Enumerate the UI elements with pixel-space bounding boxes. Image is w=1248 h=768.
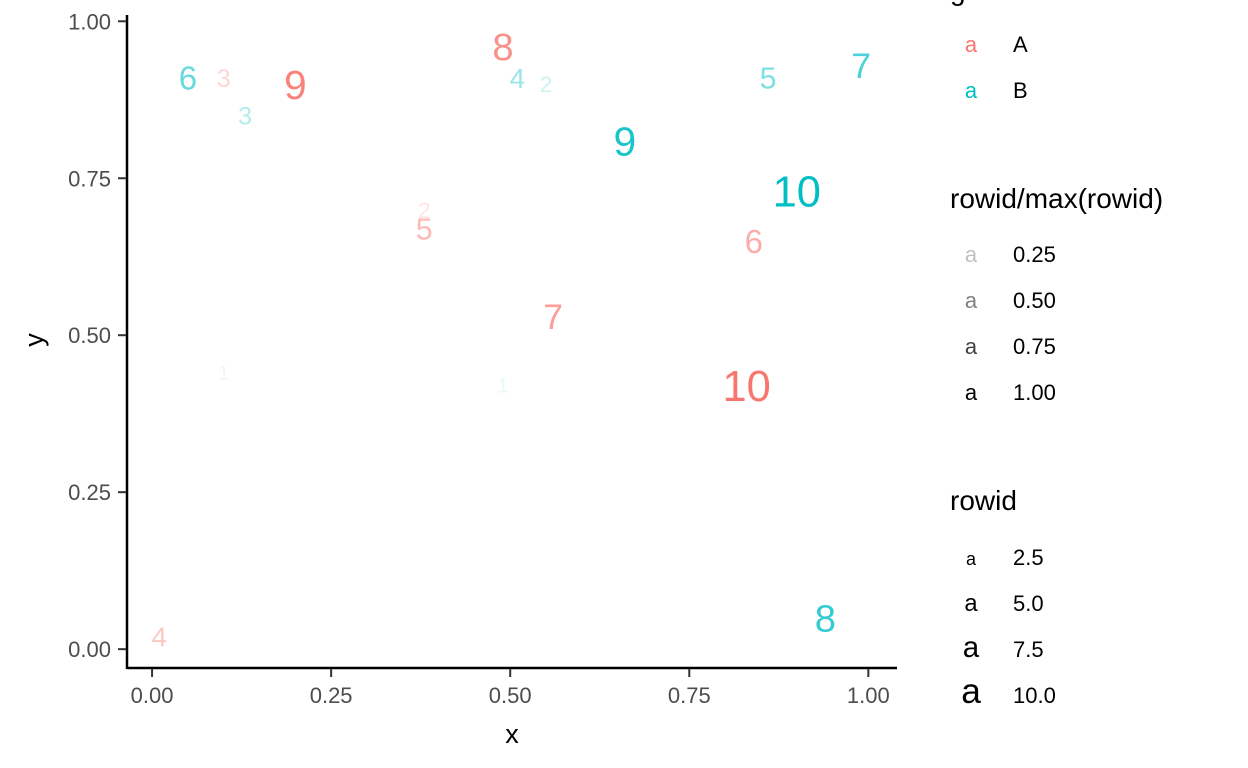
- data-point-label: 3: [238, 103, 252, 131]
- y-ticks: 0.00 0.25 0.50 0.75 1.00: [68, 9, 126, 662]
- data-point-label: 8: [492, 26, 513, 69]
- data-point-label: 8: [815, 598, 836, 641]
- data-point-label: 3: [217, 65, 231, 93]
- data-point-label: 7: [851, 46, 871, 86]
- data-point-label: 6: [179, 60, 197, 97]
- legend-key: a: [961, 672, 981, 711]
- legend-colour: g a Aa B: [950, 0, 1028, 103]
- legend-entry-label: 0.75: [1013, 334, 1056, 359]
- data-point-label: 5: [416, 212, 433, 246]
- data-point-label: 6: [745, 223, 763, 260]
- legend-alpha: rowid/max(rowid) a 0.25 a 0.50 a 0.75 a 1.00: [950, 183, 1163, 405]
- data-point-label: 4: [151, 622, 166, 653]
- legend-entry-label: 5.0: [1013, 591, 1044, 616]
- legend-key: a: [965, 380, 978, 405]
- y-tick-label: 0.25: [68, 480, 111, 505]
- legend-entry-label: 10.0: [1013, 683, 1056, 708]
- data-point-label: 1: [218, 363, 229, 385]
- legend-size: rowid a 2.5 a 5.0 a 7.5 a 10.0: [950, 485, 1056, 711]
- data-point-label: 10: [722, 363, 770, 411]
- legend-entry-label: A: [1013, 32, 1028, 57]
- legend-title: g: [950, 0, 966, 6]
- legend-key: a: [964, 590, 978, 617]
- legend-key: a: [965, 334, 978, 359]
- axes-layer: 0.00 0.25 0.50 0.75 1.00 0.00 0.25 0.50 0.75 1.0…: [19, 9, 897, 749]
- x-tick-label: 0.50: [489, 683, 532, 708]
- legend-key: a: [965, 242, 978, 267]
- legend-key: a: [966, 549, 977, 569]
- data-point-label: 7: [543, 297, 563, 337]
- legend-key: a: [965, 32, 978, 57]
- legend-entry-label: 2.5: [1013, 545, 1044, 570]
- legend-entry-label: 0.25: [1013, 242, 1056, 267]
- data-point-label: 9: [613, 118, 636, 164]
- legend-title: rowid: [950, 485, 1017, 516]
- data-point-label: 4: [510, 63, 525, 94]
- data-point-label: 10: [773, 168, 821, 216]
- legend-entry-label: 0.50: [1013, 288, 1056, 313]
- data-point-label: 9: [284, 62, 307, 108]
- x-tick-label: 0.25: [310, 683, 353, 708]
- data-point-label: 1: [497, 376, 508, 398]
- x-ticks: 0.00 0.25 0.50 0.75 1.00: [131, 669, 890, 708]
- x-axis-title: x: [505, 719, 519, 749]
- y-tick-label: 0.75: [68, 166, 111, 191]
- points-layer: 1 2 3 4 5 6 7 8 9 10 1 2 3 4 5 6 7 8 9 10: [151, 26, 871, 652]
- x-tick-label: 1.00: [847, 683, 890, 708]
- y-tick-label: 0.50: [68, 323, 111, 348]
- x-tick-label: 0.00: [131, 683, 174, 708]
- legend-key: a: [965, 288, 978, 313]
- data-point-label: 2: [540, 72, 553, 97]
- y-axis-title: y: [19, 333, 49, 347]
- x-tick-label: 0.75: [668, 683, 711, 708]
- legend-entry-label: 1.00: [1013, 380, 1056, 405]
- legend-entry-label: 7.5: [1013, 637, 1044, 662]
- y-tick-label: 0.00: [68, 637, 111, 662]
- legend-key: a: [963, 631, 980, 664]
- legend-title: rowid/max(rowid): [950, 183, 1163, 214]
- y-tick-label: 1.00: [68, 9, 111, 34]
- legend-entry-label: B: [1013, 78, 1028, 103]
- legend-key: a: [965, 78, 978, 103]
- data-point-label: 2: [418, 198, 431, 223]
- data-point-label: 5: [760, 62, 777, 96]
